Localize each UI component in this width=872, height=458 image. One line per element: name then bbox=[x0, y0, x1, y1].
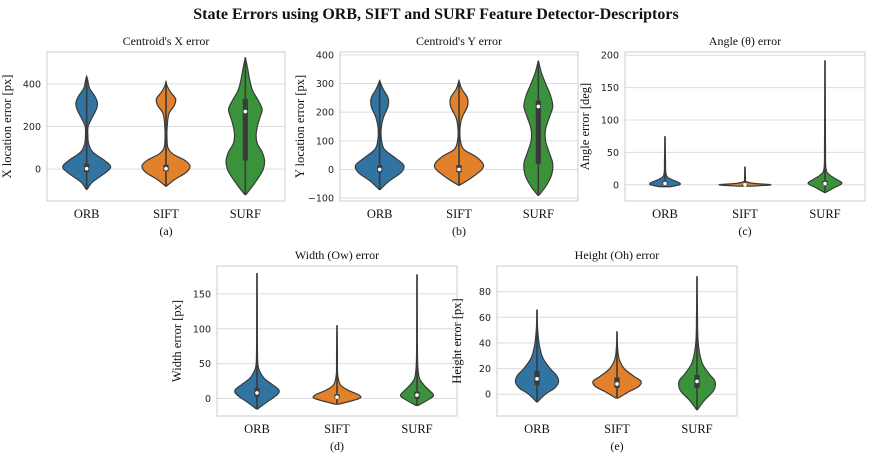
violin-median-point bbox=[84, 166, 89, 171]
violin-surf bbox=[399, 274, 435, 407]
x-tick-label: ORB bbox=[74, 207, 100, 221]
violin-sift bbox=[141, 79, 191, 187]
panel-title: Height (Oh) error bbox=[575, 248, 660, 262]
x-tick-label: SURF bbox=[523, 207, 554, 221]
y-tick-label: 60 bbox=[479, 313, 491, 324]
x-tick-label: SURF bbox=[230, 207, 261, 221]
x-tick-label: SURF bbox=[809, 207, 840, 221]
x-tick-label: ORB bbox=[652, 207, 678, 221]
violin-surf bbox=[807, 60, 843, 194]
violin-median-point bbox=[695, 379, 699, 384]
y-tick-label: 20 bbox=[479, 364, 491, 375]
y-tick-label: 100 bbox=[316, 136, 334, 147]
panel-title: Centroid's X error bbox=[123, 34, 210, 48]
violin-surf bbox=[677, 276, 717, 411]
y-axis-label: Y location error [px] bbox=[293, 75, 307, 178]
violin-iqr-box bbox=[242, 98, 248, 161]
x-tick-label: SIFT bbox=[446, 207, 472, 221]
y-tick-label: 50 bbox=[199, 359, 211, 370]
violin-median-point bbox=[377, 167, 382, 172]
panel-a: 0 200 400 Centroid's X error X location erro… bbox=[0, 34, 286, 238]
violin-sift bbox=[312, 325, 362, 405]
plot-frame bbox=[46, 51, 286, 202]
violin-sift bbox=[433, 78, 485, 186]
violin-orb bbox=[62, 74, 112, 190]
violin-median-point bbox=[415, 393, 419, 397]
y-tick-label: 300 bbox=[316, 79, 334, 90]
violin-surf bbox=[523, 60, 554, 196]
plot-frame bbox=[496, 265, 738, 417]
y-tick-label: 0 bbox=[35, 165, 41, 176]
y-tick-label: 400 bbox=[23, 79, 41, 90]
panel-label: (c) bbox=[738, 224, 751, 238]
y-tick-label: 150 bbox=[193, 289, 211, 300]
panel-b: −100 0 100 200 300 400 Centroid's Y error Y loc… bbox=[293, 34, 579, 238]
x-tick-label: SIFT bbox=[153, 207, 179, 221]
panel-label: (b) bbox=[452, 224, 466, 238]
panel-title: Centroid's Y error bbox=[416, 34, 502, 48]
violin-median-point bbox=[823, 181, 827, 186]
y-tick-label: 80 bbox=[479, 287, 491, 298]
x-tick-label: SIFT bbox=[732, 207, 758, 221]
violin-median-point bbox=[255, 391, 259, 395]
y-tick-label: 400 bbox=[316, 50, 334, 61]
y-tick-label: 0 bbox=[613, 180, 619, 191]
plot-frame bbox=[339, 51, 579, 202]
violin-median-point bbox=[536, 104, 541, 109]
panel-d: 0 50 100 150 Width (Ow) error Width error [px… bbox=[170, 248, 458, 453]
y-tick-label: −100 bbox=[308, 194, 334, 205]
y-tick-label: 150 bbox=[601, 83, 619, 94]
figure-title: State Errors using ORB, SIFT and SURF Fe… bbox=[193, 6, 678, 23]
y-tick-label: 100 bbox=[601, 116, 619, 127]
violin-sift bbox=[592, 331, 642, 399]
violin-median-point bbox=[663, 181, 667, 186]
violin-sift bbox=[718, 166, 772, 187]
violin-median-point bbox=[535, 377, 539, 381]
violin-orb bbox=[354, 79, 405, 191]
x-tick-label: ORB bbox=[524, 422, 550, 436]
x-tick-label: SURF bbox=[401, 422, 432, 436]
x-tick-label: SIFT bbox=[604, 422, 630, 436]
panel-label: (e) bbox=[610, 439, 623, 453]
panel-label: (d) bbox=[330, 439, 344, 453]
y-axis-label: Width error [px] bbox=[170, 300, 184, 382]
y-tick-label: 0 bbox=[205, 394, 211, 405]
panel-c: 0 50 100 150 200 Angle (θ) error Angle error [… bbox=[578, 34, 866, 238]
x-tick-label: ORB bbox=[367, 207, 393, 221]
violin-orb bbox=[514, 309, 560, 403]
violin-median-point bbox=[243, 109, 248, 114]
violin-median-point bbox=[164, 166, 168, 171]
y-axis-label: X location error [px] bbox=[0, 75, 14, 179]
y-tick-label: 50 bbox=[607, 148, 619, 159]
violin-surf bbox=[225, 57, 266, 196]
panel-title: Angle (θ) error bbox=[709, 34, 781, 48]
violin-orb bbox=[234, 272, 280, 410]
violin-median-point bbox=[335, 395, 339, 399]
y-tick-label: 0 bbox=[485, 390, 491, 401]
violin-median-point bbox=[457, 167, 461, 172]
violin-median-point bbox=[743, 183, 747, 187]
panel-label: (a) bbox=[159, 224, 172, 238]
y-axis-label: Angle error [deg] bbox=[578, 83, 592, 170]
y-tick-label: 100 bbox=[193, 324, 211, 335]
x-tick-label: ORB bbox=[244, 422, 270, 436]
y-tick-label: 40 bbox=[479, 338, 491, 349]
plot-frame bbox=[624, 51, 866, 202]
x-tick-label: SIFT bbox=[324, 422, 350, 436]
y-axis-label: Height error [px] bbox=[450, 298, 464, 383]
violin-iqr-box bbox=[535, 100, 541, 164]
y-tick-label: 200 bbox=[316, 108, 334, 119]
plot-frame bbox=[216, 265, 458, 417]
x-tick-label: SURF bbox=[681, 422, 712, 436]
panel-e: 0 20 40 60 80 Height (Oh) error Height error [… bbox=[450, 248, 738, 453]
panel-title: Width (Ow) error bbox=[295, 248, 379, 262]
y-tick-label: 200 bbox=[23, 122, 41, 133]
y-tick-label: 200 bbox=[601, 51, 619, 62]
violin-orb bbox=[649, 136, 681, 188]
y-tick-label: 0 bbox=[328, 165, 334, 176]
violin-median-point bbox=[615, 382, 619, 386]
